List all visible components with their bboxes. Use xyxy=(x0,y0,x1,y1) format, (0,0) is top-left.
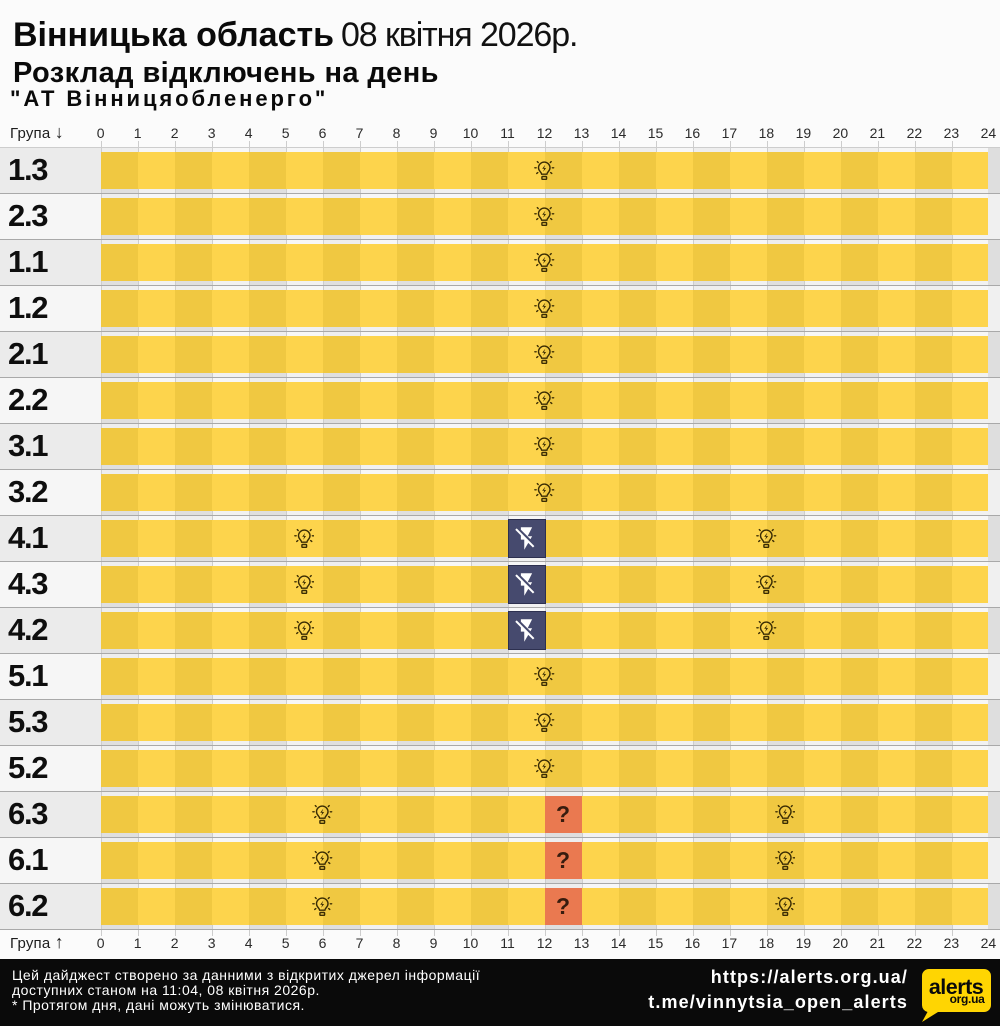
svg-text:alerts: alerts xyxy=(929,975,984,999)
svg-text:org.ua: org.ua xyxy=(950,992,985,1006)
